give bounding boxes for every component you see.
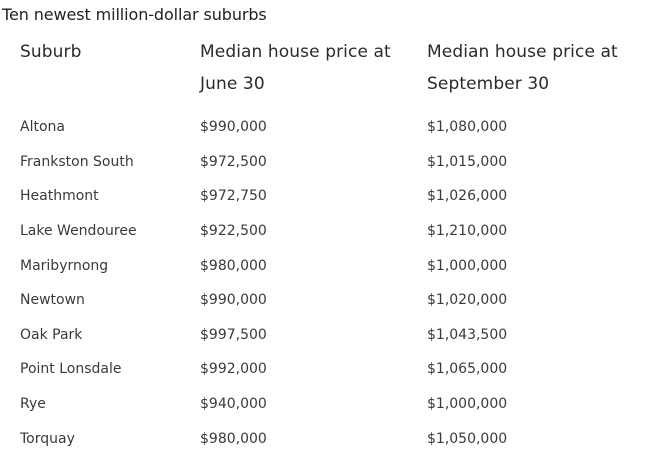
cell-suburb: Altona bbox=[20, 119, 65, 136]
cell-june-price: $997,500 bbox=[200, 326, 267, 343]
header-suburb: Suburb bbox=[20, 42, 82, 62]
table-row: Heathmont $972,750 $1,026,000 bbox=[0, 179, 652, 214]
cell-september-price: $1,065,000 bbox=[427, 361, 508, 378]
cell-suburb: Rye bbox=[20, 396, 46, 413]
header-september-price: Median house price at September 30 bbox=[427, 42, 618, 94]
cell-september-price: $1,043,500 bbox=[427, 326, 508, 343]
cell-suburb: Heathmont bbox=[20, 188, 99, 205]
table-row: Maribyrnong $980,000 $1,000,000 bbox=[0, 248, 652, 283]
table-row: Lake Wendouree $922,500 $1,210,000 bbox=[0, 214, 652, 249]
table-title: Ten newest million-dollar suburbs bbox=[2, 5, 267, 24]
cell-june-price: $972,750 bbox=[200, 188, 267, 205]
cell-june-price: $922,500 bbox=[200, 223, 267, 240]
cell-suburb: Frankston South bbox=[20, 153, 134, 170]
header-june-price: Median house price at June 30 bbox=[200, 42, 391, 94]
cell-suburb: Maribyrnong bbox=[20, 257, 109, 274]
cell-september-price: $1,210,000 bbox=[427, 223, 508, 240]
cell-suburb: Torquay bbox=[20, 430, 75, 447]
table-row: Oak Park $997,500 $1,043,500 bbox=[0, 318, 652, 353]
cell-september-price: $1,020,000 bbox=[427, 292, 508, 309]
cell-june-price: $940,000 bbox=[200, 396, 267, 413]
cell-june-price: $972,500 bbox=[200, 153, 267, 170]
suburbs-table: Suburb Median house price at June 30 Med… bbox=[0, 36, 652, 456]
table-row: Torquay $980,000 $1,050,000 bbox=[0, 421, 652, 456]
cell-september-price: $1,050,000 bbox=[427, 430, 508, 447]
cell-suburb: Oak Park bbox=[20, 326, 83, 343]
cell-june-price: $992,000 bbox=[200, 361, 267, 378]
cell-september-price: $1,080,000 bbox=[427, 119, 508, 136]
cell-suburb: Point Lonsdale bbox=[20, 361, 122, 378]
table-row: Point Lonsdale $992,000 $1,065,000 bbox=[0, 352, 652, 387]
cell-september-price: $1,000,000 bbox=[427, 396, 508, 413]
table-row: Frankston South $972,500 $1,015,000 bbox=[0, 145, 652, 180]
cell-suburb: Lake Wendouree bbox=[20, 223, 137, 240]
header-row: Suburb Median house price at June 30 Med… bbox=[0, 36, 652, 110]
cell-suburb: Newtown bbox=[20, 292, 85, 309]
table-header: Suburb Median house price at June 30 Med… bbox=[0, 36, 652, 110]
cell-june-price: $990,000 bbox=[200, 119, 267, 136]
cell-june-price: $990,000 bbox=[200, 292, 267, 309]
cell-june-price: $980,000 bbox=[200, 257, 267, 274]
table-row: Altona $990,000 $1,080,000 bbox=[0, 110, 652, 145]
table-row: Newtown $990,000 $1,020,000 bbox=[0, 283, 652, 318]
table-row: Rye $940,000 $1,000,000 bbox=[0, 387, 652, 422]
cell-june-price: $980,000 bbox=[200, 430, 267, 447]
cell-september-price: $1,026,000 bbox=[427, 188, 508, 205]
cell-september-price: $1,000,000 bbox=[427, 257, 508, 274]
cell-september-price: $1,015,000 bbox=[427, 153, 508, 170]
table-body: Altona $990,000 $1,080,000 Frankston South $… bbox=[0, 110, 652, 456]
